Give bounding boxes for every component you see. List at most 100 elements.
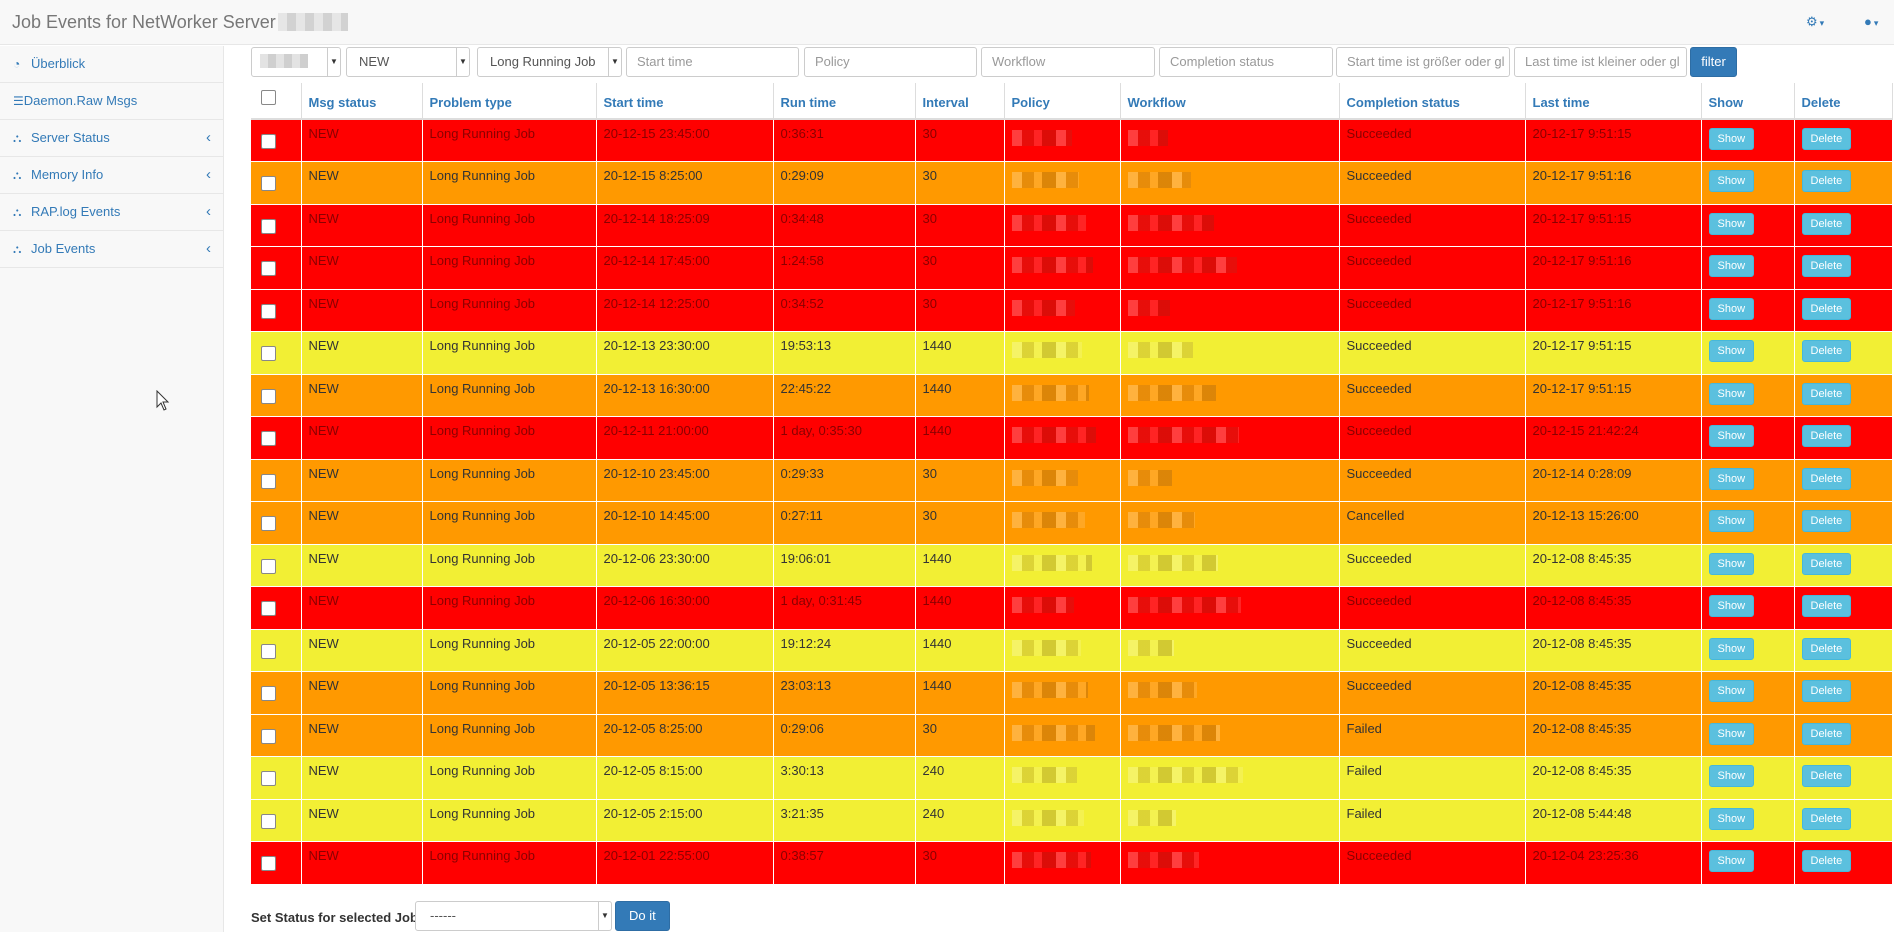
row-checkbox[interactable]	[261, 218, 276, 234]
cell-run-time: 1:24:58	[773, 246, 916, 290]
show-button[interactable]: Show	[1708, 255, 1755, 277]
select-all-checkbox[interactable]	[261, 90, 276, 105]
last-time-less-input[interactable]: Last time ist kleiner oder gl	[1514, 47, 1687, 77]
show-button[interactable]: Show	[1708, 467, 1755, 490]
start-time-input[interactable]: Start time	[626, 47, 799, 77]
show-button[interactable]: Show	[1708, 595, 1755, 617]
delete-button[interactable]: Delete	[1801, 850, 1852, 872]
row-checkbox[interactable]	[261, 388, 276, 404]
delete-button[interactable]: Delete	[1801, 128, 1852, 150]
row-checkbox[interactable]	[261, 303, 276, 319]
show-button[interactable]: Show	[1708, 850, 1755, 872]
sidebar-item-job-events[interactable]: ⛬ Job Events ‹	[0, 231, 223, 268]
show-button[interactable]: Show	[1708, 297, 1755, 320]
cell-msg-status: NEW	[301, 756, 423, 800]
cell-problem-type: Long Running Job	[422, 204, 597, 247]
cell-interval: 1440	[915, 374, 1005, 417]
row-checkbox[interactable]	[261, 473, 276, 489]
show-button[interactable]: Show	[1708, 340, 1755, 362]
delete-button[interactable]: Delete	[1801, 552, 1852, 575]
row-checkbox[interactable]	[261, 686, 276, 701]
row-checkbox[interactable]	[261, 134, 276, 149]
sidebar-item-overview[interactable]: ◔ Überblick	[0, 46, 223, 83]
delete-button[interactable]: Delete	[1801, 382, 1852, 405]
do-it-button[interactable]: Do it	[615, 901, 670, 931]
row-select-cell	[251, 119, 302, 162]
show-button[interactable]: Show	[1708, 765, 1755, 787]
policy-input[interactable]: Policy	[804, 47, 977, 77]
cell-last-time: 20-12-17 9:51:15	[1525, 119, 1702, 162]
problem-type-select[interactable]: Long Running Job ▼	[477, 47, 622, 77]
show-button[interactable]: Show	[1708, 382, 1755, 405]
row-checkbox[interactable]	[261, 176, 276, 191]
show-button[interactable]: Show	[1708, 807, 1755, 830]
sidebar-item-server-status[interactable]: ⛬ Server Status ‹	[0, 120, 223, 157]
filter-button[interactable]: filter	[1690, 47, 1737, 77]
show-button[interactable]: Show	[1708, 637, 1755, 660]
column-header-problem-type[interactable]: Problem type	[422, 83, 597, 120]
column-header-run-time[interactable]: Run time	[773, 83, 916, 120]
table-row: NEW Long Running Job 20-12-05 13:36:15 23:0…	[251, 671, 1893, 715]
user-dropdown[interactable]: ● ▾	[1864, 14, 1878, 29]
cell-delete: Delete	[1794, 501, 1893, 545]
show-button[interactable]: Show	[1708, 722, 1755, 745]
delete-button[interactable]: Delete	[1801, 297, 1852, 320]
delete-button[interactable]: Delete	[1801, 467, 1852, 490]
delete-button[interactable]: Delete	[1801, 765, 1852, 787]
show-button[interactable]: Show	[1708, 510, 1755, 532]
show-button[interactable]: Show	[1708, 680, 1755, 702]
delete-button[interactable]: Delete	[1801, 340, 1852, 362]
delete-button[interactable]: Delete	[1801, 212, 1852, 235]
sidebar-item-rap-log-events[interactable]: ⛬ RAP.log Events ‹	[0, 194, 223, 231]
show-button[interactable]: Show	[1708, 552, 1755, 575]
row-checkbox[interactable]	[261, 856, 276, 871]
cell-show: Show	[1701, 416, 1795, 460]
column-header-interval[interactable]: Interval	[915, 83, 1005, 120]
tools-dropdown[interactable]: ⚙ ▾	[1806, 14, 1824, 30]
column-header-completion-status[interactable]: Completion status	[1339, 83, 1526, 120]
row-checkbox[interactable]	[261, 558, 276, 574]
row-checkbox[interactable]	[261, 771, 276, 786]
workflow-input[interactable]: Workflow	[981, 47, 1155, 77]
set-status-select[interactable]: ------ ▼	[415, 901, 612, 931]
sidebar-item-daemon-raw-msgs[interactable]: ☰Daemon.Raw Msgs	[0, 83, 223, 120]
row-checkbox[interactable]	[261, 261, 276, 276]
delete-button[interactable]: Delete	[1801, 255, 1852, 277]
delete-button[interactable]: Delete	[1801, 510, 1852, 532]
column-header-last-time[interactable]: Last time	[1525, 83, 1702, 120]
cell-run-time: 19:06:01	[773, 544, 916, 587]
row-checkbox[interactable]	[261, 431, 276, 446]
row-checkbox[interactable]	[261, 601, 276, 616]
column-header-policy[interactable]: Policy	[1004, 83, 1121, 120]
column-header-workflow[interactable]: Workflow	[1120, 83, 1340, 120]
sidebar-item-memory-info[interactable]: ⛬ Memory Info ‹	[0, 157, 223, 194]
delete-button[interactable]: Delete	[1801, 595, 1852, 617]
delete-button[interactable]: Delete	[1801, 680, 1852, 702]
cell-interval: 1440	[915, 586, 1005, 630]
show-button[interactable]: Show	[1708, 170, 1755, 192]
delete-button[interactable]: Delete	[1801, 170, 1852, 192]
delete-button[interactable]: Delete	[1801, 637, 1852, 660]
row-checkbox[interactable]	[261, 728, 276, 744]
row-checkbox[interactable]	[261, 346, 276, 361]
completion-status-input[interactable]: Completion status	[1159, 47, 1333, 77]
cell-policy	[1004, 671, 1121, 715]
row-checkbox[interactable]	[261, 643, 276, 659]
status-select[interactable]: NEW ▼	[346, 47, 470, 77]
cell-delete: Delete	[1794, 374, 1893, 417]
show-button[interactable]: Show	[1708, 425, 1755, 447]
column-header-start-time[interactable]: Start time	[596, 83, 774, 120]
show-button[interactable]: Show	[1708, 212, 1755, 235]
show-button[interactable]: Show	[1708, 128, 1755, 150]
column-header-msg-status[interactable]: Msg status	[301, 83, 423, 120]
cell-problem-type: Long Running Job	[422, 544, 597, 587]
start-time-greater-input[interactable]: Start time ist größer oder gl	[1336, 47, 1510, 77]
delete-button[interactable]: Delete	[1801, 425, 1852, 447]
delete-button[interactable]: Delete	[1801, 722, 1852, 745]
server-select[interactable]: ▼	[251, 47, 341, 77]
row-checkbox[interactable]	[261, 813, 276, 829]
delete-button[interactable]: Delete	[1801, 807, 1852, 830]
cell-last-time: 20-12-17 9:51:16	[1525, 246, 1702, 290]
row-checkbox[interactable]	[261, 516, 276, 531]
cell-run-time: 3:21:35	[773, 799, 916, 842]
